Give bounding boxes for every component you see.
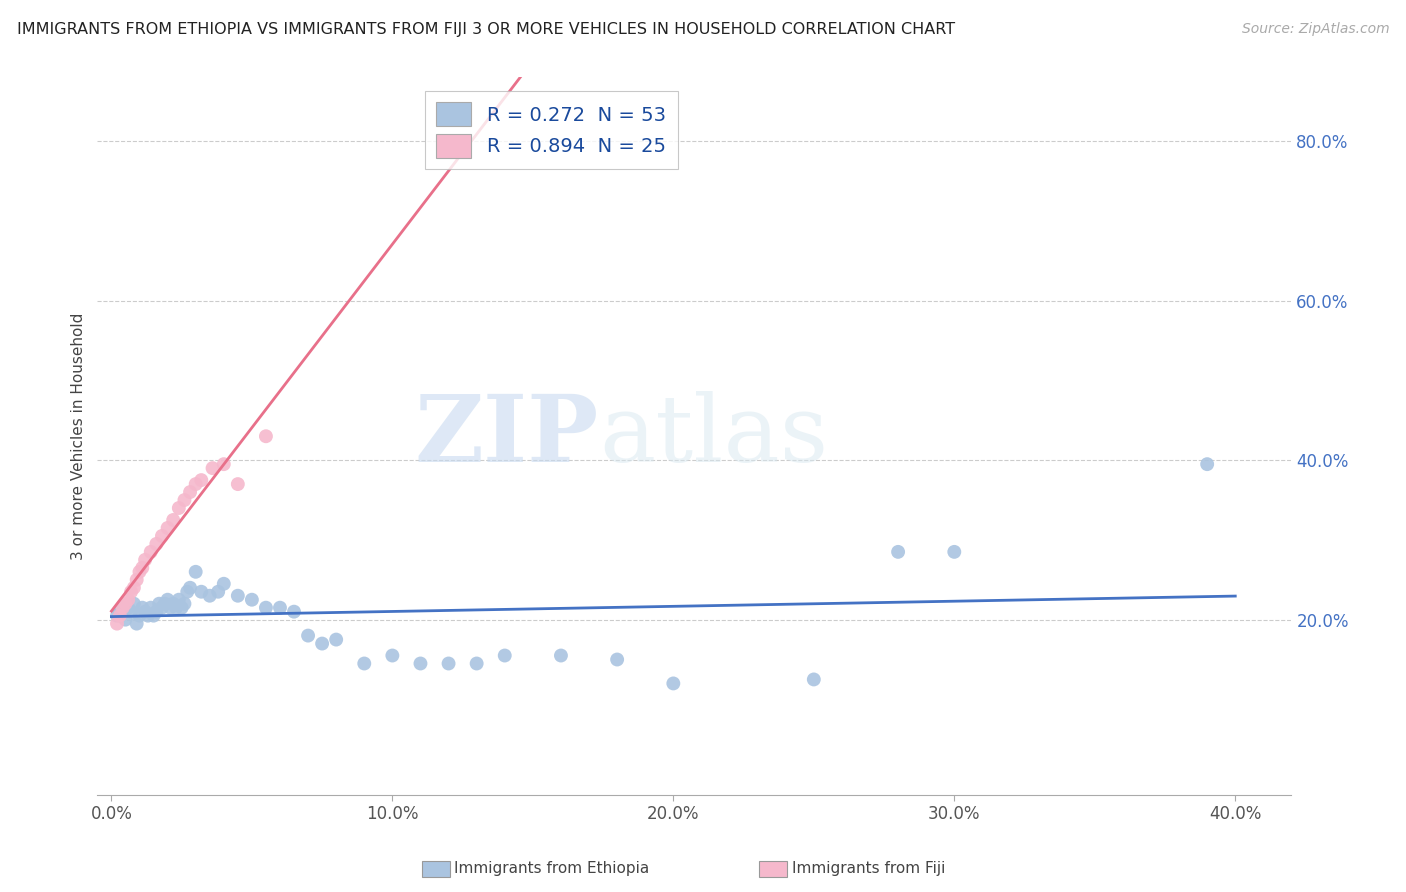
Point	[159, 600, 181, 615]
Point	[179, 581, 201, 595]
Point	[297, 629, 319, 643]
Point	[117, 600, 139, 615]
Point	[114, 597, 136, 611]
Point	[122, 597, 145, 611]
Point	[212, 457, 235, 471]
Point	[108, 605, 131, 619]
Point	[198, 589, 221, 603]
Point	[139, 545, 162, 559]
Text: atlas: atlas	[599, 392, 828, 482]
Point	[943, 545, 966, 559]
Point	[125, 573, 148, 587]
Y-axis label: 3 or more Vehicles in Household: 3 or more Vehicles in Household	[72, 312, 86, 560]
Point	[803, 673, 825, 687]
Point	[212, 576, 235, 591]
Point	[269, 600, 291, 615]
Point	[148, 597, 170, 611]
Point	[170, 600, 193, 615]
Point	[606, 652, 628, 666]
Point	[201, 461, 224, 475]
Point	[184, 565, 207, 579]
Point	[131, 600, 153, 615]
Text: IMMIGRANTS FROM ETHIOPIA VS IMMIGRANTS FROM FIJI 3 OR MORE VEHICLES IN HOUSEHOLD: IMMIGRANTS FROM ETHIOPIA VS IMMIGRANTS F…	[17, 22, 955, 37]
Point	[167, 501, 190, 516]
Point	[139, 600, 162, 615]
Point	[117, 592, 139, 607]
Point	[156, 592, 179, 607]
Text: Immigrants from Ethiopia: Immigrants from Ethiopia	[454, 862, 650, 876]
Point	[120, 584, 142, 599]
Point	[254, 600, 277, 615]
Point	[662, 676, 685, 690]
Point	[134, 605, 156, 619]
Point	[254, 429, 277, 443]
Point	[134, 553, 156, 567]
Point	[145, 605, 167, 619]
Point	[226, 589, 249, 603]
Text: ZIP: ZIP	[415, 392, 599, 482]
Point	[167, 592, 190, 607]
Point	[353, 657, 375, 671]
Point	[887, 545, 910, 559]
Point	[131, 561, 153, 575]
Point	[105, 608, 128, 623]
Point	[1197, 457, 1219, 471]
Point	[184, 477, 207, 491]
Point	[105, 616, 128, 631]
Point	[173, 493, 195, 508]
Point	[111, 600, 134, 615]
Point	[122, 581, 145, 595]
Point	[325, 632, 347, 647]
Point	[179, 485, 201, 500]
Point	[176, 584, 198, 599]
Point	[114, 613, 136, 627]
Point	[125, 616, 148, 631]
Text: Source: ZipAtlas.com: Source: ZipAtlas.com	[1241, 22, 1389, 37]
Point	[120, 605, 142, 619]
Point	[128, 608, 150, 623]
Point	[283, 605, 305, 619]
Point	[226, 477, 249, 491]
Point	[207, 584, 229, 599]
Point	[465, 657, 488, 671]
Point	[142, 608, 165, 623]
Point	[494, 648, 516, 663]
Point	[162, 597, 184, 611]
Point	[156, 521, 179, 535]
Point	[111, 600, 134, 615]
Point	[153, 597, 176, 611]
Text: Immigrants from Fiji: Immigrants from Fiji	[792, 862, 945, 876]
Point	[145, 537, 167, 551]
Point	[311, 636, 333, 650]
Point	[409, 657, 432, 671]
Point	[108, 608, 131, 623]
Point	[550, 648, 572, 663]
Point	[165, 600, 187, 615]
Point	[173, 597, 195, 611]
Point	[150, 600, 173, 615]
Point	[136, 608, 159, 623]
Point	[190, 584, 212, 599]
Legend: R = 0.272  N = 53, R = 0.894  N = 25: R = 0.272 N = 53, R = 0.894 N = 25	[425, 91, 678, 169]
Point	[150, 529, 173, 543]
Point	[437, 657, 460, 671]
Point	[240, 592, 263, 607]
Point	[162, 513, 184, 527]
Point	[381, 648, 404, 663]
Point	[128, 565, 150, 579]
Point	[190, 473, 212, 487]
